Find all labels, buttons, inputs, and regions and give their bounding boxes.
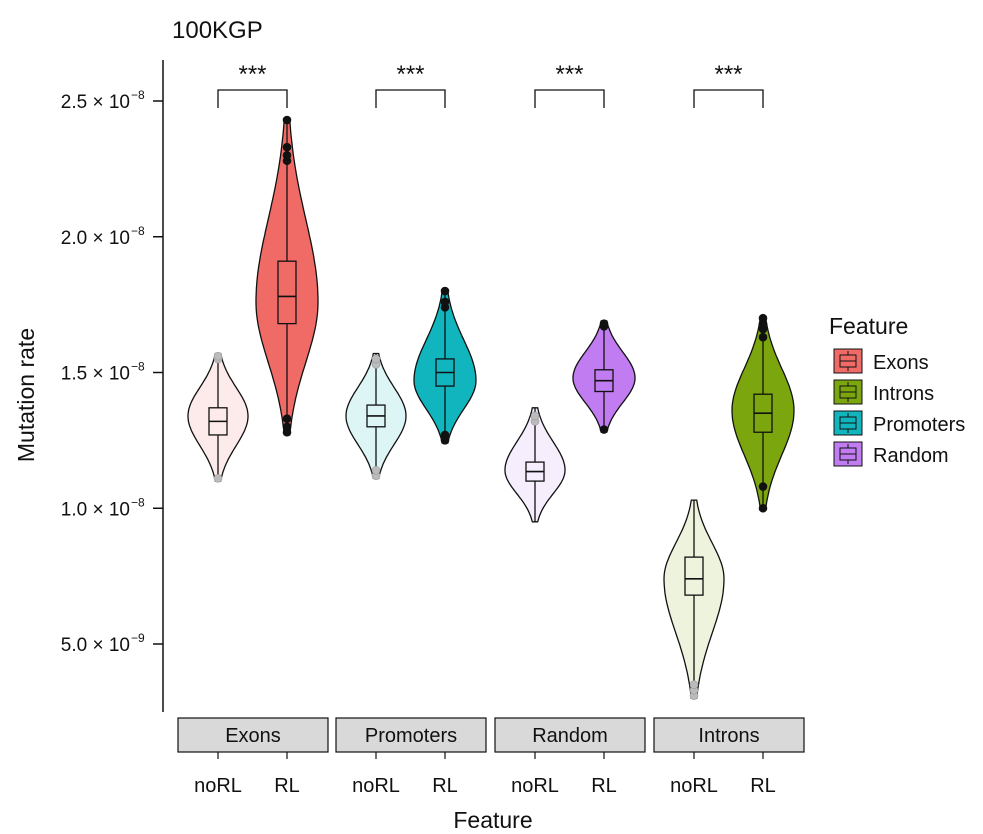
y-tick-exponent: −8 [131, 495, 145, 509]
facet-strip-random [494, 717, 646, 753]
outlier-point [758, 332, 768, 342]
significance-label: *** [555, 61, 583, 88]
significance-bracket [217, 89, 288, 108]
significance-bracket [375, 89, 446, 108]
outlier-point [282, 414, 292, 423]
x-tick-label: RL [274, 775, 300, 797]
y-tick-exponent: −8 [131, 360, 145, 374]
y-tick-label: 5.0 × 10 [61, 635, 130, 656]
x-tick-label: noRL [194, 775, 242, 797]
y-tick-exponent: −9 [131, 631, 145, 645]
iqr-box [277, 260, 297, 325]
outlier-point [282, 151, 292, 160]
outlier-point [282, 115, 292, 125]
outlier-point [530, 411, 540, 421]
legend-label: Introns [873, 383, 934, 405]
significance-bracket [693, 89, 764, 108]
outlier-point [282, 142, 292, 152]
legend-key-promoters [833, 410, 863, 436]
y-tick-exponent: −8 [131, 224, 145, 238]
y-tick-label: 2.0 × 10 [61, 228, 130, 249]
legend-key-exons [833, 348, 863, 374]
legend-key-random [833, 441, 863, 467]
facet-strip-introns [653, 717, 805, 753]
x-tick-label: RL [432, 775, 458, 797]
x-tick-label: noRL [511, 775, 559, 797]
outlier-point [599, 425, 609, 434]
outlier-point [758, 482, 768, 491]
chart-title: 100KGP [172, 17, 263, 44]
facet-strip-label: Exons [225, 725, 281, 747]
outlier-point [282, 422, 292, 432]
significance-label: *** [714, 61, 742, 88]
y-tick-label: 1.5 × 10 [61, 364, 130, 385]
legend-label: Random [873, 445, 949, 467]
x-tick-label: RL [750, 775, 776, 797]
iqr-box [684, 556, 704, 596]
facet-strip-exons [177, 717, 329, 753]
outlier-point [599, 319, 609, 328]
outlier-point [371, 465, 381, 475]
outlier-point [440, 286, 450, 296]
significance-label: *** [238, 61, 266, 88]
legend-key-introns [833, 379, 863, 405]
facet-strip-promoters [335, 717, 487, 753]
outlier-point [689, 680, 699, 690]
x-axis-label: Feature [453, 807, 532, 833]
facet-strip-label: Random [532, 725, 608, 747]
facet-strip-label: Promoters [365, 725, 457, 747]
y-tick-label: 2.5 × 10 [61, 92, 130, 113]
outlier-point [213, 351, 223, 361]
x-tick-label: RL [591, 775, 617, 797]
outlier-point [758, 313, 768, 323]
plot-area: 2.5 × 10 −82.0 × 10 −81.5 × 10 −81.0 × 10 −8… [61, 60, 805, 797]
y-axis-label: Mutation rate [13, 328, 39, 462]
y-tick-exponent: −8 [131, 88, 145, 102]
facet-strip-label: Introns [698, 725, 759, 747]
outlier-point [440, 430, 450, 440]
outlier-point [213, 474, 223, 483]
legend-label: Promoters [873, 414, 965, 436]
x-tick-label: noRL [352, 775, 400, 797]
legend-title: Feature [829, 313, 908, 339]
legend: Feature Exons Introns Promoters Random [829, 313, 965, 467]
outlier-point [440, 297, 450, 307]
y-tick-label: 1.0 × 10 [61, 499, 130, 520]
outlier-point [758, 503, 768, 513]
legend-label: Exons [873, 352, 929, 374]
outlier-point [371, 354, 381, 364]
x-tick-label: noRL [670, 775, 718, 797]
significance-bracket [534, 89, 605, 108]
significance-label: *** [396, 61, 424, 88]
